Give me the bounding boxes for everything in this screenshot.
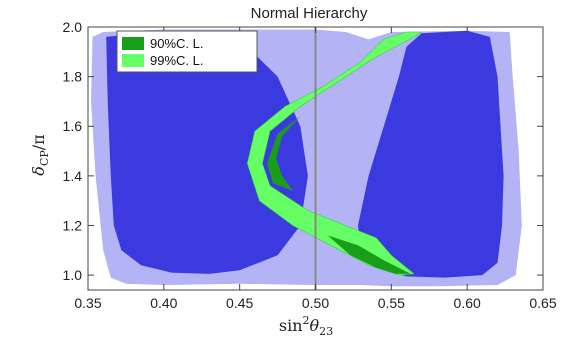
bands-layer — [246, 31, 423, 276]
confidence-band-99-0 — [246, 31, 423, 276]
x-axis: 0.35 0.40 0.45 0.50 0.55 0.60 0.65 — [74, 27, 557, 311]
confidence-band-90-2 — [327, 235, 411, 274]
x-tick-label: 0.40 — [150, 295, 177, 311]
chart-title: Normal Hierarchy — [251, 5, 368, 22]
confidence-band-90-1 — [267, 116, 301, 191]
contour-region-inner-1 — [106, 30, 308, 274]
x-tick-label: 0.35 — [74, 295, 101, 311]
y-axis-title-symbol: δ — [29, 166, 48, 176]
x-tick-label: 0.45 — [226, 295, 253, 311]
y-tick-label: 1.6 — [63, 118, 83, 134]
legend-swatch-90 — [122, 37, 144, 50]
y-axis: 1.0 1.2 1.4 1.6 1.8 2.0 — [63, 19, 543, 283]
contour-region-inner-2 — [358, 30, 504, 278]
y-axis-title: δCP/π — [29, 134, 51, 175]
x-tick-label: 0.50 — [302, 295, 329, 311]
x-axis-title-sub: 23 — [319, 325, 333, 338]
y-axis-title-tail: /π — [29, 134, 48, 150]
x-axis-title: sin2θ23 — [279, 314, 333, 338]
y-tick-label: 1.2 — [63, 217, 83, 233]
legend-label-99: 99%C. L. — [150, 53, 203, 68]
regions-layer — [91, 29, 522, 287]
x-axis-title-sup: 2 — [303, 314, 310, 327]
y-axis-title-sub: CP — [38, 150, 51, 166]
x-tick-label: 0.55 — [378, 295, 405, 311]
legend: 90%C. L. 99%C. L. — [116, 30, 258, 73]
x-tick-label: 0.65 — [529, 295, 556, 311]
y-tick-label: 1.8 — [63, 69, 83, 85]
x-axis-title-symbol: θ — [310, 316, 320, 335]
x-axis-title-base: sin — [279, 316, 303, 335]
legend-swatch-99 — [122, 54, 144, 67]
legend-label-90: 90%C. L. — [150, 36, 203, 51]
y-tick-label: 1.0 — [63, 267, 83, 283]
y-tick-label: 1.4 — [63, 168, 83, 184]
y-tick-label: 2.0 — [63, 19, 83, 35]
x-tick-label: 0.60 — [454, 295, 481, 311]
